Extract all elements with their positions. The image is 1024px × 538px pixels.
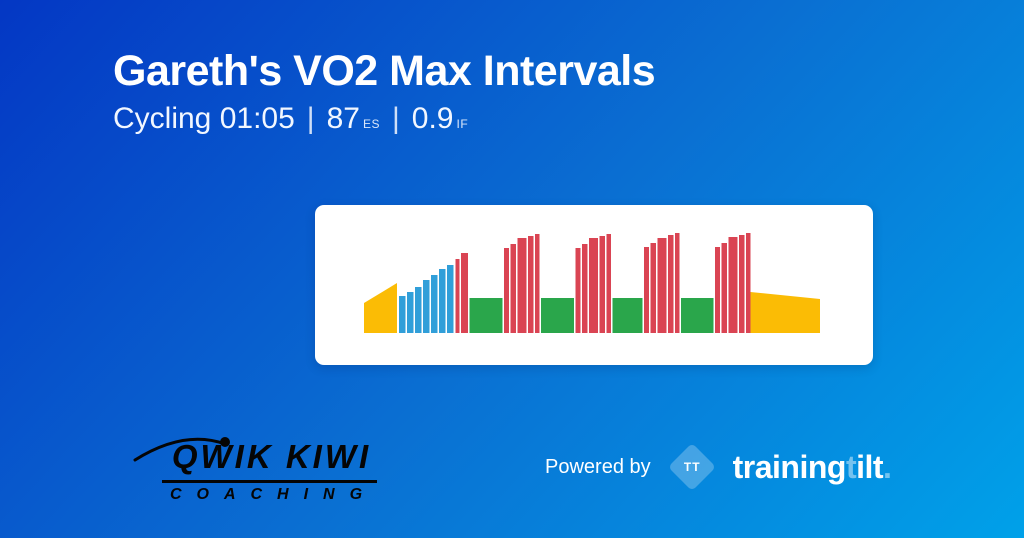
page-title: Gareth's VO2 Max Intervals <box>113 47 656 95</box>
effort-score-unit: ES <box>362 117 380 132</box>
effort-score-metric: 87 ES <box>327 102 380 136</box>
trainingtilt-diamond-icon: TT <box>667 442 716 492</box>
coach-logo-subtext: COACHING <box>169 486 378 503</box>
kiwi-swoosh-icon <box>133 437 230 462</box>
intensity-factor-metric: 0.9 IF <box>412 102 468 136</box>
effort-score-value: 87 <box>326 102 360 136</box>
workout-profile-chart <box>364 233 820 333</box>
powered-by-label: Powered by <box>545 455 651 478</box>
workout-summary: Cycling 01:05 | 87 ES | 0.9 IF <box>113 102 655 136</box>
qwik-kiwi-logo: QWIK KIWI COACHING <box>127 437 412 504</box>
trainingtilt-wordmark: trainingtilt. <box>732 448 892 485</box>
workout-chart-card <box>315 205 873 365</box>
sport-and-duration: Cycling 01:05 <box>113 102 295 136</box>
separator: | <box>391 102 400 136</box>
intensity-factor-value: 0.9 <box>411 102 454 136</box>
separator: | <box>306 102 315 136</box>
header: Gareth's VO2 Max Intervals Cycling 01:05… <box>113 47 656 136</box>
coach-logo-name: QWIK KIWI <box>161 438 378 483</box>
tt-monogram: TT <box>683 459 700 474</box>
powered-by: Powered by TT trainingtilt. <box>545 441 892 493</box>
intensity-factor-unit: IF <box>456 117 469 132</box>
